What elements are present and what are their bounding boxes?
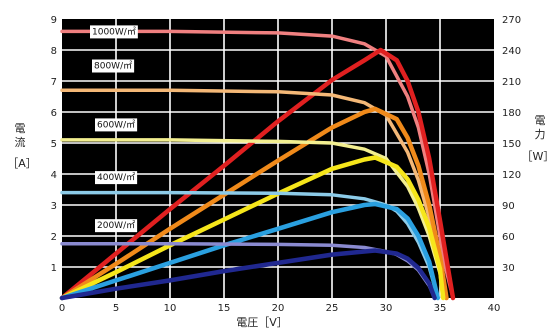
y-right-tick-label: 240 [502,46,521,57]
y-left-tick-label: 3 [51,201,57,212]
y-right-title-3: ［W］ [522,150,555,163]
y-right-tick-label: 150 [502,139,521,150]
power-curve-400 [59,201,441,301]
x-tick-label: 10 [164,303,177,314]
y-left-tick-label: 6 [51,108,57,119]
power-curve-600 [59,155,446,301]
y-right-tick-labels: 30 60 90 120 150 180 210 240 270 [502,15,521,274]
svg-text:200W/㎡: 200W/㎡ [97,220,135,231]
power-curve-800 [59,106,449,301]
y-right-tick-label: 90 [502,201,515,212]
y-left-tick-label: 4 [51,170,57,181]
y-left-tick-label: 2 [51,232,57,243]
y-right-title-2: 力 [535,128,546,141]
svg-text:800W/㎡: 800W/㎡ [94,61,132,72]
x-axis-title: 電圧［V］ [236,316,288,329]
svg-text:600W/㎡: 600W/㎡ [97,119,135,130]
x-tick-label: 35 [434,303,447,314]
power-curve-200 [59,248,437,301]
y-left-tick-labels: 1 2 3 4 5 6 7 8 9 [51,15,57,274]
y-right-tick-label: 210 [502,77,521,88]
y-right-tick-label: 120 [502,170,521,181]
y-left-title-3: ［A］ [7,157,37,170]
y-left-tick-label: 7 [51,77,57,88]
x-tick-label: 40 [488,303,501,314]
x-tick-label: 30 [380,303,393,314]
svg-text:400W/㎡: 400W/㎡ [97,172,135,183]
irradiance-label: 800W/㎡ [92,59,135,73]
x-tick-label: 20 [272,303,285,314]
power-curve-1000 [59,47,456,301]
x-tick-label: 5 [113,303,119,314]
y-left-tick-label: 8 [51,46,57,57]
y-left-tick-label: 5 [51,139,57,150]
svg-text:1000W/㎡: 1000W/㎡ [92,26,136,37]
y-left-title-2: 流 [15,135,26,149]
series-group [59,29,456,301]
y-left-tick-label: 1 [51,263,57,274]
x-tick-labels: 0 5 10 15 20 25 30 35 40 [59,303,501,314]
x-tick-label: 15 [218,303,231,314]
current-curve-1000 [60,29,455,300]
x-tick-label: 0 [59,303,65,314]
irradiance-label: 600W/㎡ [95,118,138,132]
y-right-tick-label: 30 [502,263,515,274]
y-right-tick-label: 270 [502,15,521,26]
y-right-tick-label: 60 [502,232,515,243]
irradiance-labels: 1000W/㎡ 800W/㎡ 600W/㎡ 400W/㎡ 200W/㎡ [90,25,138,233]
y-left-tick-label: 9 [51,15,57,26]
irradiance-label: 400W/㎡ [95,171,138,185]
irradiance-label: 1000W/㎡ [90,25,138,39]
y-right-title-1: 電 [535,114,546,127]
y-left-title-1: 電 [15,122,26,135]
x-tick-label: 25 [326,303,339,314]
irradiance-label: 200W/㎡ [95,219,138,233]
y-right-tick-label: 180 [502,108,521,119]
